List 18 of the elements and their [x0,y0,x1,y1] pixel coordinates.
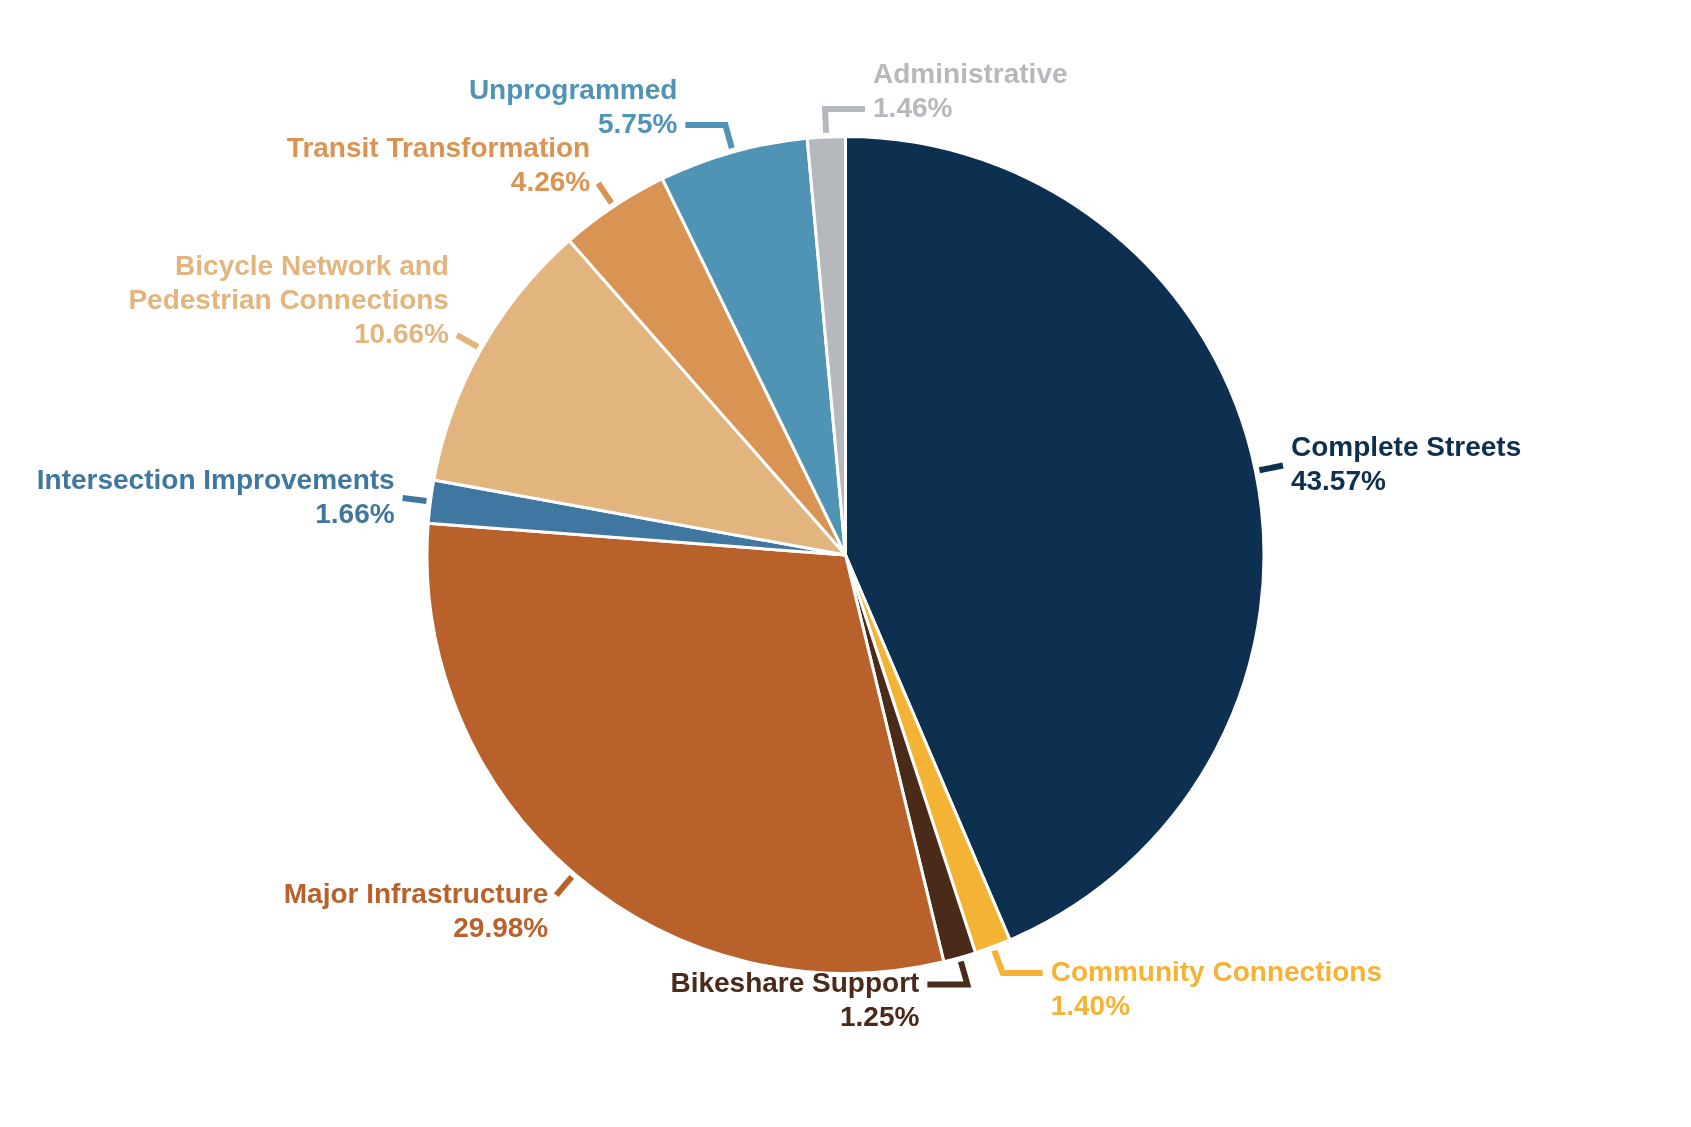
slice-label: Bicycle Network and Pedestrian Connections [128,249,449,315]
slice-label: Complete Streets [1290,431,1522,463]
data-label: 4.26% [510,165,591,197]
slice-label: Community Connections [1050,955,1383,987]
data-label: 1.40% [1050,989,1131,1021]
slice-label: Bikeshare Support [670,967,920,999]
slice-label: Administrative [873,57,1068,89]
data-label: 43.57% [1290,465,1386,497]
slice-label: Unprogrammed [468,73,678,105]
data-label: 5.75% [597,107,678,139]
data-label: 1.66% [315,497,395,529]
data-label: 10.66% [353,317,450,349]
data-label: 1.46% [873,91,953,123]
slice-label: Intersection Improvements [36,463,395,495]
data-label: 1.25% [839,1001,920,1033]
data-label: 29.98% [453,911,549,943]
slice-label: Major Infrastructure [283,877,549,909]
slice-label: Transit Transformation [286,131,591,163]
